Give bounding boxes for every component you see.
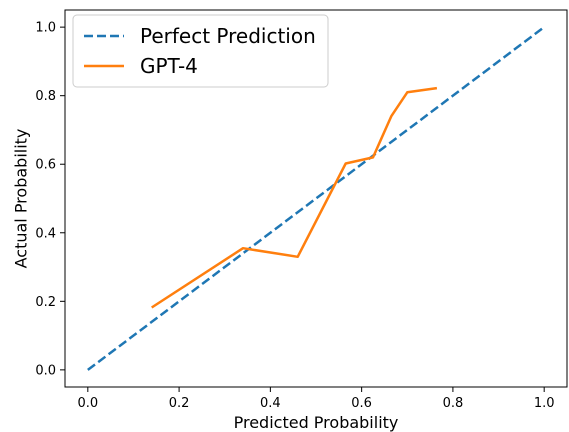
y-tick-label: 0.8	[35, 89, 56, 104]
y-tick-label: 0.4	[35, 226, 56, 241]
y-tick-label: 0.6	[35, 158, 56, 173]
x-tick-label: 0.0	[77, 396, 98, 411]
series-line-gpt-4	[151, 86, 438, 309]
legend-label-perfect-prediction: Perfect Prediction	[140, 24, 316, 48]
y-axis-label: Actual Probability	[12, 129, 31, 269]
x-ticks: 0.0 0.2 0.4 0.6 0.8 1.0	[77, 387, 555, 411]
plot-area	[64, 9, 568, 388]
x-tick-label: 0.2	[169, 396, 190, 411]
y-tick-label: 1.0	[35, 21, 56, 36]
legend-label-gpt-4: GPT-4	[140, 54, 198, 78]
x-tick-label: 1.0	[534, 396, 555, 411]
y-tick-label: 0.0	[35, 363, 56, 378]
x-tick-label: 0.6	[351, 396, 372, 411]
x-tick-label: 0.8	[443, 396, 464, 411]
legend: Perfect Prediction GPT-4	[72, 14, 329, 88]
x-axis-label: Predicted Probability	[234, 413, 399, 432]
x-tick-label: 0.4	[260, 396, 281, 411]
series-layer	[87, 26, 545, 371]
y-tick-label: 0.2	[35, 295, 56, 310]
legend-box	[72, 14, 329, 88]
y-ticks: 0.0 0.2 0.4 0.6 0.8 1.0	[35, 21, 65, 378]
series-line-perfect-prediction	[87, 26, 545, 371]
